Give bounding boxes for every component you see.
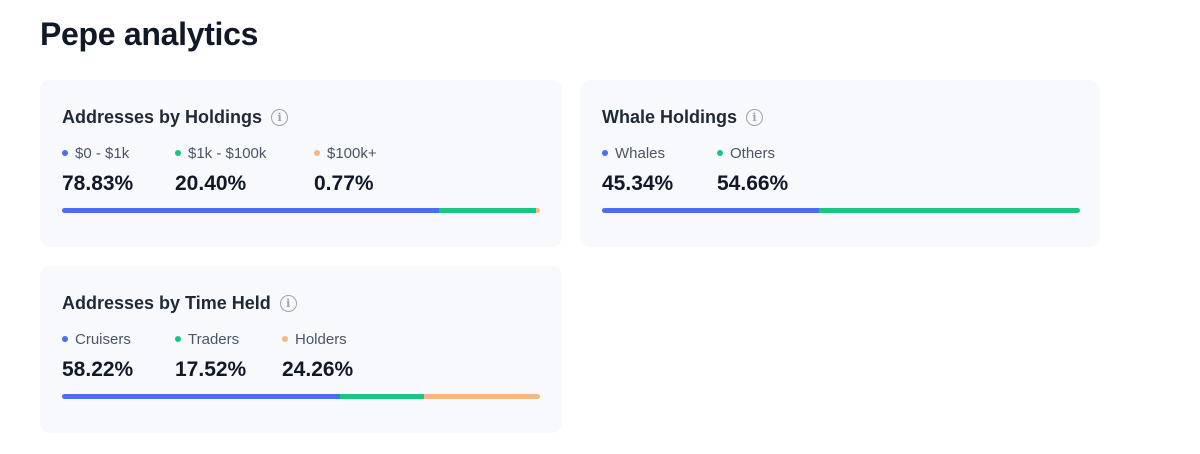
card-title: Addresses by Holdings: [62, 106, 263, 127]
legend-item-1k-100k: $1k - $100k: [175, 144, 314, 162]
legend-dot: [62, 150, 68, 156]
info-icon[interactable]: i: [271, 108, 289, 126]
legend-item-holders: Holders: [282, 330, 347, 348]
legend-dot: [175, 150, 181, 156]
legend-item-100k-plus: $100k+: [314, 144, 377, 162]
distribution-bar: [602, 208, 1080, 213]
info-icon[interactable]: i: [279, 294, 297, 312]
addresses-by-time-held-card: Addresses by Time Held i Cruisers Trader…: [40, 266, 562, 433]
bar-segment-others: [818, 208, 1080, 213]
card-title: Addresses by Time Held: [62, 292, 271, 313]
legend-item-traders: Traders: [175, 330, 282, 348]
bar-segment-traders: [340, 394, 425, 399]
distribution-bar: [62, 394, 540, 399]
legend-item-0-1k: $0 - $1k: [62, 144, 175, 162]
bar-segment-0-1k: [62, 208, 439, 213]
legend-item-whales: Whales: [602, 144, 717, 162]
legend-dot: [314, 150, 320, 156]
legend-label: Holders: [295, 330, 347, 348]
card-header: Addresses by Holdings i: [62, 106, 540, 128]
legend-dot: [717, 150, 723, 156]
info-icon[interactable]: i: [746, 108, 763, 126]
bar-segment-cruisers: [62, 394, 341, 399]
legend-item-cruisers: Cruisers: [62, 330, 175, 348]
bar-segment-holders: [424, 394, 540, 399]
legend-label: $0 - $1k: [75, 144, 130, 162]
value-whales: 45.34%: [602, 172, 674, 195]
bar-segment-100k-plus: [536, 208, 540, 213]
whale-holdings-card: Whale Holdings i Whales Others 45.34% 54…: [580, 80, 1100, 247]
value-0-1k: 78.83%: [62, 172, 134, 195]
card-header: Addresses by Time Held i: [62, 292, 540, 314]
value-100k-plus: 0.77%: [314, 172, 374, 195]
legend: Whales Others: [602, 144, 1078, 162]
value-traders: 17.52%: [175, 358, 247, 381]
bar-segment-1k-100k: [438, 208, 537, 213]
bar-segment-whales: [602, 208, 819, 213]
values-row: 45.34% 54.66%: [602, 172, 1078, 198]
card-title: Whale Holdings: [602, 106, 737, 127]
legend-label: Others: [730, 144, 776, 162]
card-header: Whale Holdings i: [602, 106, 1078, 128]
legend-dot: [175, 336, 181, 342]
legend-dot: [602, 150, 608, 156]
values-row: 78.83% 20.40% 0.77%: [62, 172, 540, 198]
value-1k-100k: 20.40%: [175, 172, 247, 195]
value-cruisers: 58.22%: [62, 358, 134, 381]
legend-dot: [282, 336, 288, 342]
page-title: Pepe analytics: [40, 16, 259, 52]
legend-label: Whales: [615, 144, 666, 162]
values-row: 58.22% 17.52% 24.26%: [62, 358, 540, 384]
legend-label: $100k+: [327, 144, 377, 162]
value-others: 54.66%: [717, 172, 789, 195]
legend-label: Cruisers: [75, 330, 131, 348]
value-holders: 24.26%: [282, 358, 354, 381]
legend: Cruisers Traders Holders: [62, 330, 540, 348]
legend-label: Traders: [188, 330, 240, 348]
distribution-bar: [62, 208, 540, 213]
addresses-by-holdings-card: Addresses by Holdings i $0 - $1k $1k - $…: [40, 80, 562, 247]
legend-dot: [62, 336, 68, 342]
legend: $0 - $1k $1k - $100k $100k+: [62, 144, 540, 162]
legend-label: $1k - $100k: [188, 144, 267, 162]
legend-item-others: Others: [717, 144, 775, 162]
